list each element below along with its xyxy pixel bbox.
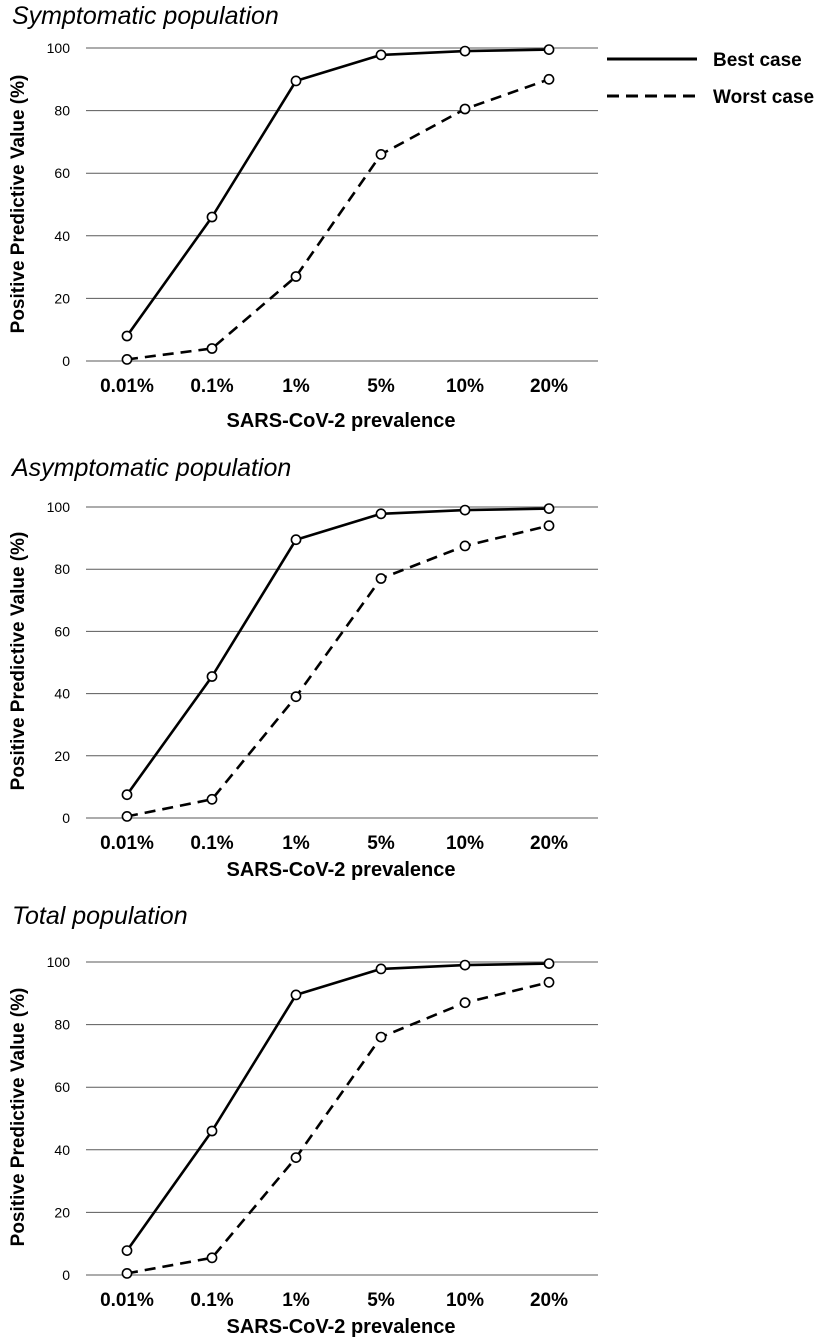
y-tick-label: 60 [54, 623, 70, 639]
chart-panel-total-population: Total population 0 20 40 60 80 100 0.01% 0.1% 1% 5… [8, 902, 598, 1338]
y-tick-label: 80 [54, 1017, 70, 1033]
x-tick-label: 5% [367, 376, 395, 397]
x-axis-label: SARS-CoV-2 prevalence [227, 410, 456, 432]
y-tick-label: 100 [47, 499, 71, 515]
x-tick-label: 10% [446, 833, 484, 854]
data-point-worst-case-0-1 [206, 793, 218, 805]
data-point-worst-case-0-01 [121, 1268, 133, 1279]
data-point-best-case-0-1 [206, 1125, 218, 1137]
data-point-best-case-20 [543, 44, 555, 55]
chart-panel-asymptomatic-population: Asymptomatic population 0 20 40 60 80 100 0.01%… [8, 454, 598, 881]
data-point-worst-case-0-1 [206, 1252, 218, 1264]
chart-panels: Symptomatic population 0 20 40 60 80 100 0.01% 0… [8, 2, 598, 1338]
y-tick-label: 40 [54, 686, 70, 702]
x-tick-label: 0.1% [190, 1290, 233, 1311]
x-tick-label: 10% [446, 1290, 484, 1311]
y-tick-label: 80 [54, 561, 70, 577]
chart-title: Total population [12, 902, 188, 930]
x-tick-label: 0.01% [100, 376, 154, 397]
y-axis-label: Positive Predictive Value (%) [8, 532, 29, 791]
y-tick-label: 40 [54, 228, 70, 244]
y-tick-label: 40 [54, 1142, 70, 1158]
x-tick-label: 20% [530, 1290, 568, 1311]
data-point-worst-case-10 [459, 103, 471, 115]
data-point-worst-case-20 [543, 520, 555, 532]
series-line-worst-case [126, 524, 550, 818]
data-point-best-case-20 [543, 503, 555, 514]
data-point-worst-case-0-1 [206, 343, 218, 354]
data-point-worst-case-20 [543, 73, 555, 85]
data-point-worst-case-10 [459, 997, 471, 1009]
legend: Best case Worst case [607, 50, 814, 108]
data-point-best-case-0-1 [206, 211, 218, 223]
series-line-best-case [125, 962, 550, 1252]
data-point-worst-case-5 [375, 573, 387, 584]
chart-title: Asymptomatic population [10, 454, 291, 482]
data-point-best-case-1 [290, 989, 302, 1001]
legend-best-case-label: Best case [713, 50, 802, 71]
data-point-best-case-0-01 [121, 789, 133, 801]
series-line-best-case [125, 507, 550, 796]
data-point-worst-case-0-01 [121, 353, 133, 365]
data-point-best-case-10 [459, 959, 471, 971]
data-point-best-case-1 [290, 75, 302, 87]
data-point-best-case-1 [290, 534, 302, 546]
y-tick-label: 100 [47, 40, 71, 56]
chart-panel-symptomatic-population: Symptomatic population 0 20 40 60 80 100 0.01% 0… [8, 2, 598, 432]
data-point-best-case-0-1 [206, 671, 218, 682]
data-point-best-case-10 [459, 504, 471, 516]
x-tick-label: 5% [367, 1290, 395, 1311]
data-point-best-case-5 [375, 508, 387, 520]
data-point-best-case-5 [375, 963, 387, 975]
y-tick-label: 60 [54, 1079, 70, 1095]
x-tick-label: 5% [367, 833, 395, 854]
data-point-best-case-5 [375, 49, 387, 61]
data-point-worst-case-20 [543, 976, 555, 988]
y-tick-label: 20 [54, 748, 70, 764]
data-point-worst-case-10 [459, 540, 471, 552]
x-tick-label: 20% [530, 376, 568, 397]
legend-worst-case-label: Worst case [713, 87, 814, 108]
x-tick-label: 20% [530, 833, 568, 854]
x-tick-label: 1% [282, 376, 310, 397]
y-axis-label: Positive Predictive Value (%) [8, 988, 29, 1247]
y-tick-label: 60 [54, 165, 70, 181]
data-point-worst-case-5 [375, 148, 387, 160]
series-line-worst-case [126, 981, 550, 1275]
data-point-worst-case-1 [290, 1152, 302, 1163]
data-point-worst-case-0-01 [121, 811, 133, 822]
data-point-best-case-10 [459, 45, 471, 57]
data-point-worst-case-1 [290, 271, 302, 282]
x-tick-label: 1% [282, 1290, 310, 1311]
y-tick-label: 80 [54, 103, 70, 119]
x-tick-label: 0.1% [190, 833, 233, 854]
x-tick-label: 1% [282, 833, 310, 854]
x-tick-label: 10% [446, 376, 484, 397]
y-tick-label: 100 [47, 954, 71, 970]
x-tick-label: 0.1% [190, 376, 233, 397]
series-line-best-case [125, 48, 550, 337]
y-tick-label: 0 [62, 1267, 70, 1283]
y-axis-label: Positive Predictive Value (%) [8, 75, 29, 334]
chart-title: Symptomatic population [12, 2, 279, 30]
x-axis-label: SARS-CoV-2 prevalence [227, 1316, 456, 1338]
data-point-best-case-20 [543, 958, 555, 969]
data-point-worst-case-5 [375, 1031, 387, 1043]
data-point-best-case-0-01 [121, 330, 133, 342]
x-tick-label: 0.01% [100, 833, 154, 854]
y-tick-label: 0 [62, 810, 70, 826]
y-tick-label: 0 [62, 353, 70, 369]
data-point-best-case-0-01 [121, 1245, 133, 1256]
data-point-worst-case-1 [290, 691, 302, 703]
x-tick-label: 0.01% [100, 1290, 154, 1311]
y-tick-label: 20 [54, 1204, 70, 1220]
y-tick-label: 20 [54, 290, 70, 306]
x-axis-label: SARS-CoV-2 prevalence [227, 859, 456, 881]
series-line-worst-case [126, 78, 550, 361]
